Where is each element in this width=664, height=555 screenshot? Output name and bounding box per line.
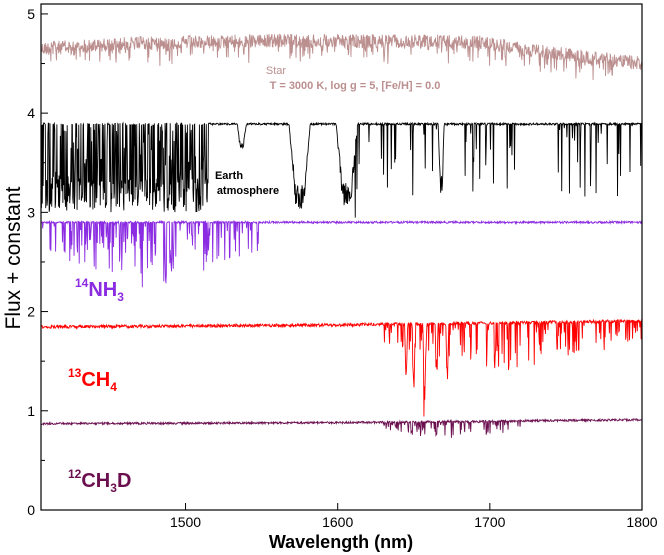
y-tick-label: 1 bbox=[27, 403, 35, 419]
ch4-label: 13CH4 bbox=[68, 366, 117, 394]
x-axis-title: Wavelength (nm) bbox=[269, 532, 413, 552]
y-tick-label: 2 bbox=[27, 304, 35, 320]
nh3-label: 14NH3 bbox=[75, 276, 124, 304]
y-axis-ticks: 0 1 2 3 4 5 bbox=[27, 6, 48, 518]
x-tick-label: 1700 bbox=[474, 514, 505, 530]
y-axis-title: Flux + constant bbox=[2, 186, 25, 329]
star-params-label: T = 3000 K, log g = 5, [Fe/H] = 0.0 bbox=[270, 80, 441, 92]
y-tick-label: 4 bbox=[27, 105, 35, 121]
earth-label-top: Earth bbox=[215, 170, 243, 182]
series-line-14nh3 bbox=[41, 219, 642, 288]
x-axis-ticks: 1500 1600 1700 1800 bbox=[170, 503, 658, 530]
series-line-12ch3d bbox=[41, 417, 642, 438]
series-line-13ch4 bbox=[41, 318, 642, 417]
y-tick-label: 5 bbox=[27, 6, 35, 22]
star-label: Star bbox=[266, 65, 287, 77]
series-line-earth-atmosphere bbox=[41, 121, 642, 218]
y-tick-label: 0 bbox=[27, 502, 35, 518]
ch3d-label: 12CH3D bbox=[68, 467, 131, 495]
x-tick-label: 1800 bbox=[626, 514, 657, 530]
y-tick-label: 3 bbox=[27, 204, 35, 220]
earth-label-bottom: atmosphere bbox=[217, 185, 279, 197]
series-line-star bbox=[41, 33, 642, 81]
series-layer bbox=[41, 33, 642, 438]
plot-frame bbox=[40, 3, 643, 511]
x-tick-label: 1600 bbox=[322, 514, 353, 530]
x-tick-label: 1500 bbox=[170, 514, 201, 530]
